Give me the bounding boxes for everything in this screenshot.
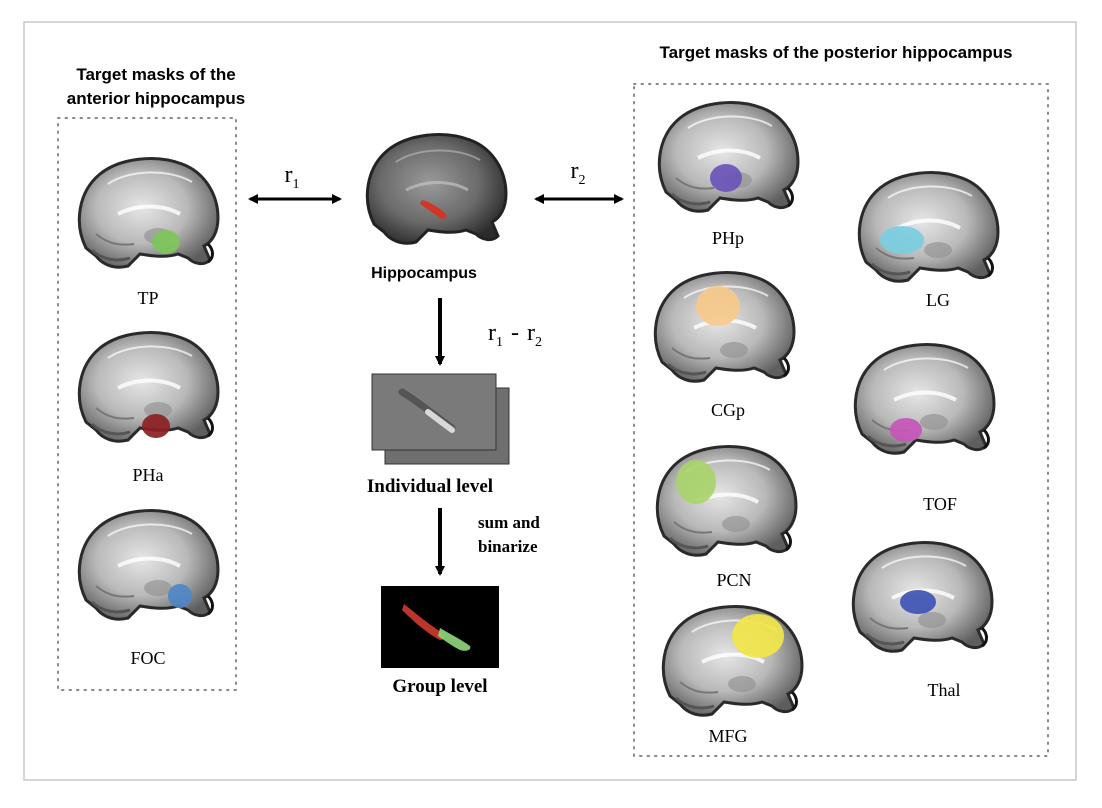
anterior-panel: Target masks of the anterior hippocampus… [57, 65, 246, 691]
mask-label-foc: FOC [130, 648, 165, 668]
sum-and-label: sum and [478, 513, 540, 532]
posterior-title: Target masks of the posterior hippocampu… [660, 43, 1013, 62]
mask-label-tof: TOF [923, 494, 957, 514]
individual-level-images [371, 373, 510, 465]
r2-label: r2 [571, 158, 586, 188]
mask-pcn [676, 460, 716, 504]
mask-tp [152, 230, 180, 254]
anterior-title-line2: anterior hippocampus [67, 89, 246, 108]
mask-label-cgp: CGp [711, 400, 745, 420]
mask-label-mfg: MFG [708, 726, 747, 746]
group-level-image [381, 586, 499, 668]
center-flow: Hippocampus r1 r2 r1- r2 Individual level… [248, 133, 624, 697]
posterior-dotted-box [633, 83, 1049, 757]
mask-cgp [696, 286, 740, 326]
mask-php [710, 164, 742, 192]
hippocampus-label: Hippocampus [371, 265, 477, 282]
hippocampus-seed-mask [420, 200, 447, 219]
figure-border [23, 21, 1077, 781]
anterior-title-line1: Target masks of the [76, 65, 235, 84]
mask-foc [168, 584, 192, 608]
brain-image-foc [77, 508, 220, 622]
posterior-panel: Target masks of the posterior hippocampu… [633, 43, 1049, 757]
group-level-label: Group level [392, 676, 487, 697]
brain-image-tp [77, 156, 220, 270]
brain-image-mfg [661, 604, 804, 718]
anterior-dotted-box [57, 117, 237, 691]
hippocampus-seed-image [365, 133, 508, 245]
group-posterior-cluster [438, 628, 471, 651]
mask-label-tp: TP [137, 288, 158, 308]
group-anterior-cluster [402, 604, 444, 640]
mask-tof [890, 418, 922, 442]
individual-level-label: Individual level [367, 476, 493, 497]
brain-image-cgp [653, 270, 796, 384]
mask-label-thal: Thal [928, 680, 961, 700]
r1-label: r1 [285, 162, 300, 192]
mask-label-pcn: PCN [716, 570, 751, 590]
brain-image-pcn [655, 444, 798, 558]
mask-label-php: PHp [712, 228, 744, 248]
mask-label-lg: LG [926, 290, 950, 310]
mask-lg [880, 226, 924, 254]
mask-thal [900, 590, 936, 614]
mask-pha [142, 414, 170, 438]
r1-minus-r2-label: r1- r2 [488, 320, 542, 350]
mask-label-pha: PHa [133, 465, 164, 485]
mask-mfg [732, 614, 784, 658]
brain-image-php [657, 100, 800, 214]
brain-image-lg [857, 170, 1000, 284]
brain-image-thal [851, 540, 994, 654]
brain-image-pha [77, 330, 220, 444]
brain-image-tof [853, 342, 996, 456]
binarize-label: binarize [478, 537, 538, 556]
